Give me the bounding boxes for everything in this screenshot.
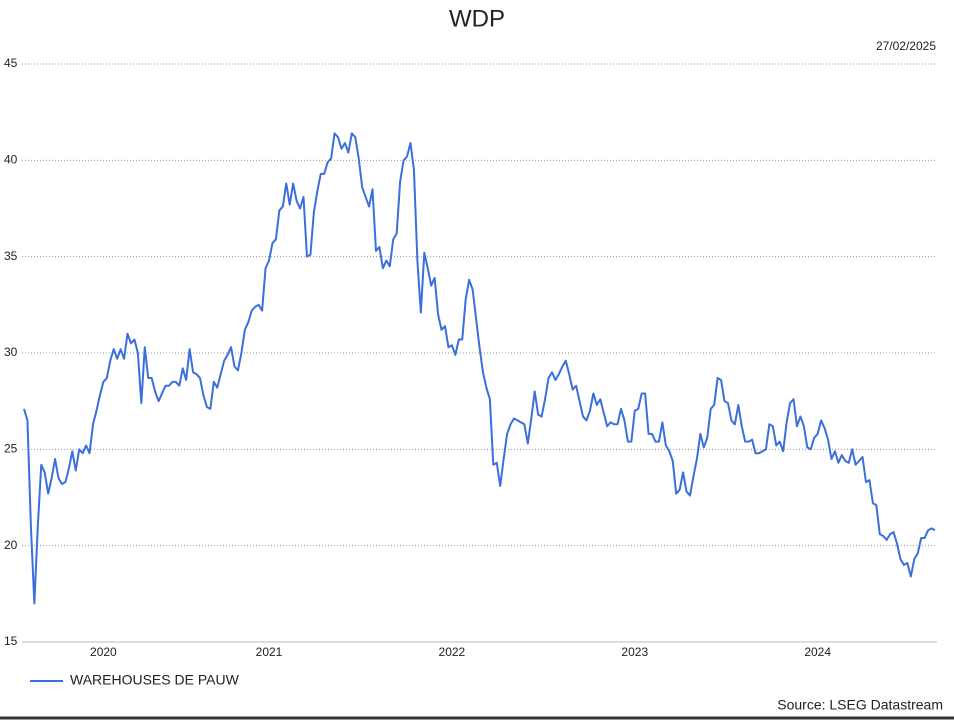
y-tick-label: 25 (4, 442, 18, 456)
source: Source: LSEG Datastream (777, 697, 943, 713)
line-series (23, 132, 936, 605)
y-tick-label: 15 (4, 634, 18, 648)
x-tick-label: 2022 (439, 645, 466, 659)
x-tick-label: 2021 (256, 645, 283, 659)
y-tick-label: 45 (4, 56, 18, 70)
legend-label: WAREHOUSES DE PAUW (70, 672, 240, 688)
x-tick-label: 2023 (621, 645, 648, 659)
y-tick-label: 35 (4, 249, 18, 263)
y-tick-label: 20 (4, 538, 18, 552)
y-tick-label: 40 (4, 153, 18, 167)
chart-title: WDP (449, 5, 505, 32)
x-tick-label: 2020 (90, 645, 117, 659)
date-label: 27/02/2025 (876, 39, 936, 53)
y-tick-label: 30 (4, 345, 18, 359)
x-tick-label: 2024 (804, 645, 831, 659)
